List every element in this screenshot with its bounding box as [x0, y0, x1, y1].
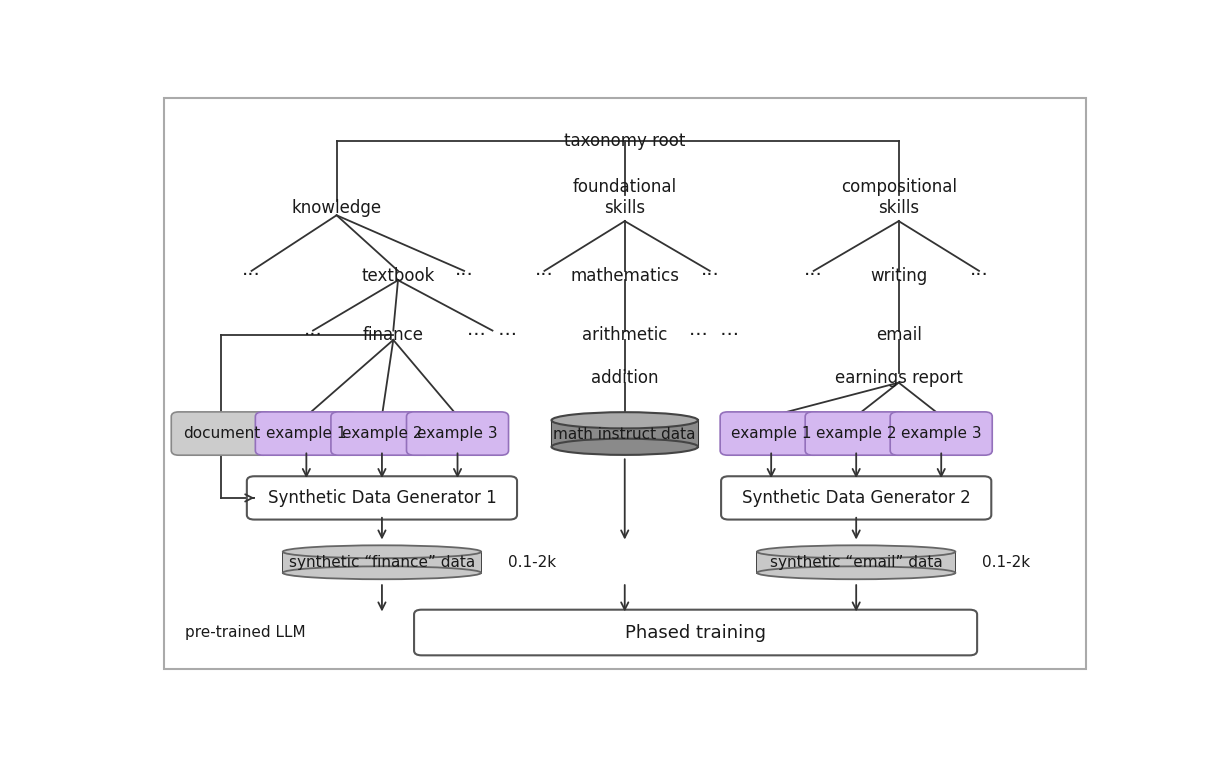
FancyBboxPatch shape	[171, 412, 272, 455]
Text: math instruct data: math instruct data	[553, 427, 696, 442]
Bar	[757, 552, 956, 573]
Text: example 2: example 2	[341, 426, 422, 441]
FancyBboxPatch shape	[330, 412, 433, 455]
FancyBboxPatch shape	[163, 98, 1086, 670]
Ellipse shape	[757, 546, 956, 558]
Text: ···: ···	[243, 266, 261, 285]
Text: synthetic “email” data: synthetic “email” data	[770, 556, 942, 571]
Ellipse shape	[551, 439, 698, 455]
Text: mathematics: mathematics	[570, 267, 679, 284]
Text: example 3: example 3	[901, 426, 981, 441]
Text: synthetic “finance” data: synthetic “finance” data	[289, 556, 475, 571]
Text: ···: ···	[535, 266, 553, 285]
Text: Synthetic Data Generator 1: Synthetic Data Generator 1	[267, 489, 496, 507]
Text: knowledge: knowledge	[291, 199, 382, 217]
Text: example 1: example 1	[731, 426, 812, 441]
FancyBboxPatch shape	[406, 412, 508, 455]
Text: foundational
skills: foundational skills	[573, 179, 677, 217]
Text: textbook: textbook	[361, 267, 435, 284]
Ellipse shape	[283, 566, 482, 579]
Text: arithmetic: arithmetic	[581, 326, 668, 344]
Text: example 1: example 1	[266, 426, 346, 441]
Text: ···: ···	[304, 326, 322, 345]
Text: ···  ···: ··· ···	[467, 326, 518, 345]
Text: pre-trained LLM: pre-trained LLM	[185, 625, 306, 640]
Text: Synthetic Data Generator 2: Synthetic Data Generator 2	[742, 489, 970, 507]
Text: document: document	[183, 426, 260, 441]
Text: example 2: example 2	[816, 426, 896, 441]
FancyBboxPatch shape	[414, 610, 978, 655]
Ellipse shape	[283, 546, 482, 558]
FancyBboxPatch shape	[890, 412, 992, 455]
Text: ···: ···	[969, 266, 989, 285]
FancyBboxPatch shape	[806, 412, 907, 455]
Text: 0.1-2k: 0.1-2k	[507, 555, 556, 570]
Text: example 3: example 3	[417, 426, 497, 441]
FancyBboxPatch shape	[255, 412, 357, 455]
Ellipse shape	[551, 412, 698, 429]
Text: ···: ···	[805, 266, 823, 285]
FancyBboxPatch shape	[246, 477, 517, 520]
Text: ···  ···: ··· ···	[690, 326, 740, 345]
FancyBboxPatch shape	[720, 412, 822, 455]
Ellipse shape	[757, 566, 956, 579]
Text: email: email	[875, 326, 922, 344]
Text: Phased training: Phased training	[625, 623, 766, 641]
Text: writing: writing	[870, 267, 928, 284]
Text: earnings report: earnings report	[835, 369, 963, 387]
Bar	[551, 420, 698, 447]
Text: 0.1-2k: 0.1-2k	[981, 555, 1030, 570]
Text: addition: addition	[591, 369, 658, 387]
Text: ···: ···	[701, 266, 719, 285]
FancyBboxPatch shape	[722, 477, 991, 520]
Bar	[283, 552, 482, 573]
Text: ···: ···	[455, 266, 473, 285]
Text: taxonomy root: taxonomy root	[564, 132, 685, 150]
Text: compositional
skills: compositional skills	[841, 179, 957, 217]
Text: finance: finance	[363, 326, 424, 344]
